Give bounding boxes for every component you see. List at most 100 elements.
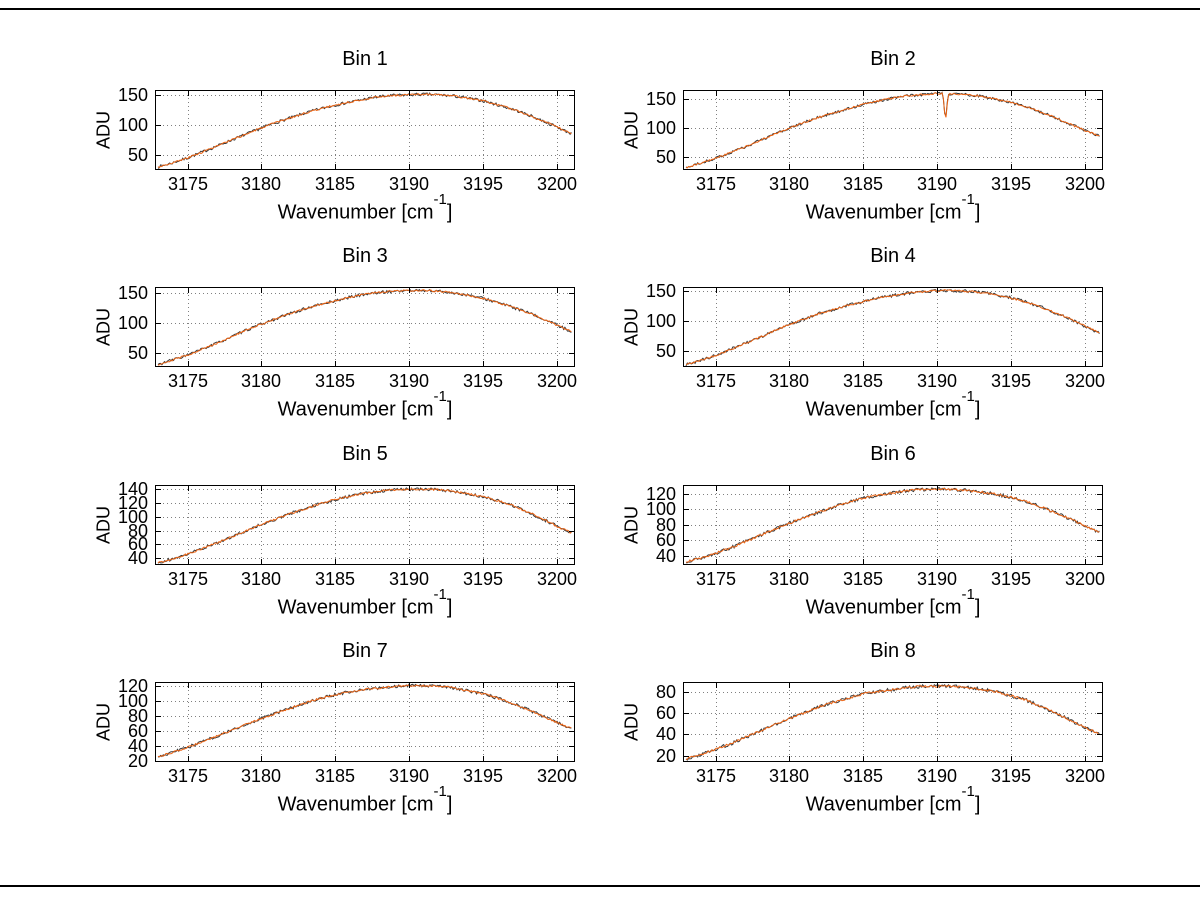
y-tick-label: 20 [127, 751, 148, 771]
spectrum-trace [157, 92, 572, 169]
subplot-bin-7: Bin 7 ADU 20 40 60 80 100 120 3175 3180 3185 319… [55, 638, 615, 830]
y-tick-label: 150 [645, 89, 676, 109]
y-tick-labels: 20 40 60 80 100 120 [55, 677, 148, 770]
x-axis-label-close: ] [974, 596, 981, 619]
spectrum-trace [685, 288, 1100, 367]
x-axis-label-text: Wavenumber [cm [805, 398, 962, 421]
x-tick-label: 3175 [167, 766, 209, 786]
y-tick-label: 120 [117, 493, 148, 513]
axes-box [683, 287, 1103, 367]
y-tick-label: 50 [655, 341, 676, 361]
spectrum-trace [685, 289, 1100, 365]
plot-area [683, 682, 1103, 762]
y-tick-label: 50 [127, 145, 148, 165]
x-tick-label: 3175 [695, 766, 737, 786]
spectrum-trace [685, 487, 1100, 563]
chart-title: Bin 5 [342, 443, 388, 465]
x-tick-label: 3190 [916, 174, 958, 194]
x-tick-label: 3185 [314, 371, 356, 391]
spectrum-trace [685, 487, 1100, 564]
x-tick-label: 3200 [1064, 371, 1106, 391]
x-axis-label-text: Wavenumber [cm [277, 201, 434, 224]
axes-box [683, 90, 1103, 170]
x-tick-labels: 3175 3180 3185 3190 3195 3200 [155, 174, 577, 196]
x-tick-labels: 3175 3180 3185 3190 3195 3200 [155, 766, 577, 788]
plot-area [155, 90, 575, 170]
y-tick-label: 80 [655, 515, 676, 535]
x-tick-label: 3185 [842, 174, 884, 194]
spectrum-trace [157, 683, 572, 758]
x-tick-labels: 3175 3180 3185 3190 3195 3200 [683, 174, 1105, 196]
x-axis-label-superscript: -1 [433, 783, 447, 800]
x-tick-label: 3180 [240, 766, 282, 786]
x-tick-label: 3185 [314, 766, 356, 786]
spectrum-trace [685, 92, 1100, 169]
figure-bottom-border [0, 885, 1200, 887]
spectrum-trace [157, 289, 572, 366]
x-tick-labels: 3175 3180 3185 3190 3195 3200 [683, 371, 1105, 393]
axes-box [155, 485, 575, 565]
x-tick-label: 3190 [916, 569, 958, 589]
y-tick-label: 20 [655, 746, 676, 766]
spectrum-trace [685, 684, 1100, 760]
x-axis-label-close: ] [446, 793, 453, 816]
x-tick-label: 3185 [314, 174, 356, 194]
y-tick-label: 60 [127, 534, 148, 554]
y-tick-labels: 50 100 150 [55, 284, 148, 367]
x-tick-label: 3190 [388, 569, 430, 589]
y-tick-label: 40 [127, 736, 148, 756]
plot-area [683, 287, 1103, 367]
subplot-bin-8: Bin 8 ADU 20 40 60 80 3175 3180 3185 3190 3195 3… [583, 638, 1143, 830]
x-tick-label: 3175 [695, 174, 737, 194]
y-tick-label: 140 [117, 479, 148, 499]
x-axis-label-close: ] [974, 201, 981, 224]
x-tick-label: 3200 [536, 569, 578, 589]
y-tick-labels: 20 40 60 80 [583, 682, 676, 766]
x-axis-label: Wavenumber [cm-1] [683, 783, 1103, 817]
x-tick-label: 3200 [1064, 569, 1106, 589]
plot-area [155, 485, 575, 565]
x-tick-label: 3180 [240, 174, 282, 194]
x-tick-label: 3185 [842, 371, 884, 391]
subplot-bin-5: Bin 5 ADU 40 60 80 100 120 140 3175 3180 3185 31… [55, 441, 615, 633]
x-axis-label-text: Wavenumber [cm [805, 596, 962, 619]
x-axis-label: Wavenumber [cm-1] [683, 586, 1103, 620]
x-tick-label: 3175 [695, 371, 737, 391]
x-axis-label-superscript: -1 [433, 388, 447, 405]
x-tick-label: 3195 [990, 766, 1032, 786]
x-axis-label-close: ] [974, 793, 981, 816]
x-axis-label-superscript: -1 [433, 191, 447, 208]
y-tick-label: 100 [117, 313, 148, 333]
x-axis-label-text: Wavenumber [cm [805, 201, 962, 224]
subplot-bin-3: Bin 3 ADU 50 100 150 3175 3180 3185 3190 3195 3… [55, 243, 615, 435]
x-axis-label-superscript: -1 [961, 191, 975, 208]
y-tick-label: 100 [645, 311, 676, 331]
x-tick-labels: 3175 3180 3185 3190 3195 3200 [683, 569, 1105, 591]
x-tick-label: 3200 [536, 174, 578, 194]
subplot-bin-1: Bin 1 ADU 50 100 150 3175 3180 3185 3190 3195 3… [55, 46, 615, 238]
x-axis-label-text: Wavenumber [cm [277, 793, 434, 816]
y-tick-label: 100 [117, 115, 148, 135]
x-axis-label-text: Wavenumber [cm [277, 398, 434, 421]
x-tick-label: 3175 [167, 569, 209, 589]
x-tick-labels: 3175 3180 3185 3190 3195 3200 [155, 371, 577, 393]
y-tick-label: 80 [127, 706, 148, 726]
spectrum-trace [157, 93, 572, 169]
x-axis-label-text: Wavenumber [cm [805, 793, 962, 816]
axes-box [155, 287, 575, 367]
y-tick-labels: 50 100 150 [583, 90, 676, 170]
y-tick-label: 80 [127, 521, 148, 541]
chart-title: Bin 7 [342, 640, 388, 662]
y-tick-label: 40 [127, 548, 148, 568]
x-axis-label-superscript: -1 [433, 586, 447, 603]
spectrum-trace [685, 683, 1100, 761]
x-axis-label-close: ] [974, 398, 981, 421]
x-axis-label: Wavenumber [cm-1] [155, 783, 575, 817]
spectrum-trace [157, 684, 572, 758]
x-tick-label: 3195 [990, 569, 1032, 589]
figure-top-border [0, 8, 1200, 10]
subplot-bin-2: Bin 2 ADU 50 100 150 3175 3180 3185 3190 3195 3… [583, 46, 1143, 238]
x-tick-label: 3200 [536, 766, 578, 786]
x-tick-label: 3190 [388, 174, 430, 194]
y-tick-label: 40 [655, 546, 676, 566]
